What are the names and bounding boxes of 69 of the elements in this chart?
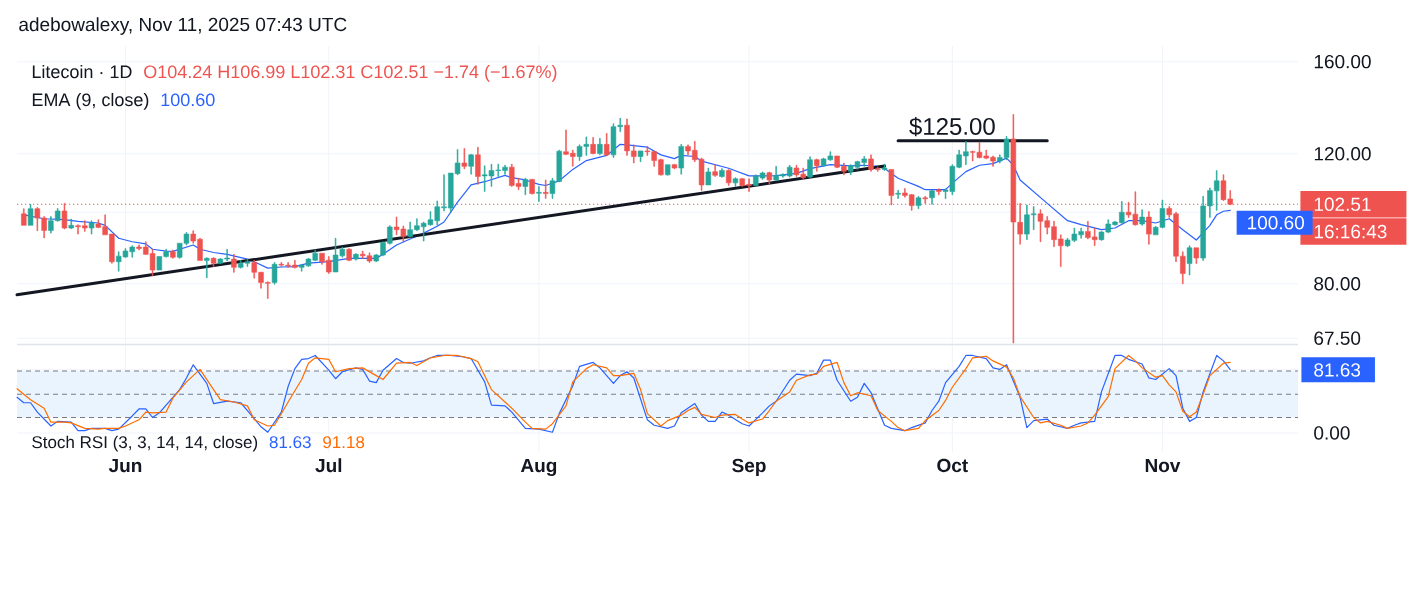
candlestick	[170, 249, 176, 259]
x-tick-label: Sep	[732, 458, 766, 476]
candlestick	[542, 179, 549, 199]
candlestick	[1146, 211, 1152, 245]
series-label: 81.63	[269, 436, 311, 449]
candlestick	[712, 164, 718, 177]
text: 16:16:43	[1314, 224, 1387, 239]
y-tick-label: 120.00	[1314, 147, 1371, 161]
candlestick	[461, 148, 468, 170]
candlestick	[766, 171, 773, 185]
candlestick	[88, 220, 95, 235]
candlestick	[807, 156, 813, 178]
candlestick	[888, 169, 895, 206]
candlestick	[664, 164, 671, 176]
text: Litecoin · 1D	[32, 64, 132, 79]
candlestick	[353, 253, 359, 261]
candlestick	[671, 163, 678, 170]
data-label: 100.60	[1248, 216, 1304, 230]
candlestick	[536, 186, 542, 202]
candlestick	[590, 137, 596, 155]
candlestick	[204, 257, 210, 279]
candlestick	[895, 189, 901, 199]
candlestick	[210, 257, 217, 267]
candlestick	[705, 167, 712, 186]
x-tick-label: Jul	[315, 458, 342, 473]
candlestick	[881, 163, 888, 171]
y-tick-label: 0.00	[1314, 426, 1350, 440]
candlestick	[346, 248, 352, 262]
candlestick	[468, 154, 474, 175]
y-tick-label: 160.00	[1314, 54, 1371, 69]
x-tick-label: Aug	[520, 458, 557, 477]
text: Stoch RSI (3, 3, 14, 14, close)	[32, 435, 258, 452]
candlestick	[922, 196, 928, 204]
candlestick	[27, 204, 34, 226]
candlestick	[603, 133, 610, 156]
candlestick	[1186, 245, 1193, 276]
candlestick	[929, 189, 935, 205]
x-tick-label: Oct	[937, 458, 968, 473]
ref-line-label: 102.51	[1314, 197, 1371, 212]
candlestick	[271, 262, 278, 285]
candlestick	[725, 169, 732, 186]
text: O104.24 H106.99 L102.31 C102.51 −1.74 (−1.67%)	[144, 64, 557, 82]
candlestick	[732, 177, 739, 187]
candlestick	[814, 158, 820, 172]
candlestick	[936, 188, 942, 196]
x-tick-label: Jun	[108, 458, 142, 473]
candlestick	[61, 203, 68, 230]
y-tick-label: 80.00	[1314, 277, 1361, 291]
text: adebowalexy, Nov 11, 2025 07:43 UTC	[19, 17, 347, 35]
candlestick	[529, 178, 535, 195]
candlestick	[522, 177, 529, 196]
candlestick	[475, 146, 481, 185]
legend-title: EMA (9, close)	[32, 92, 149, 110]
annotation: $125.00	[909, 116, 995, 137]
candlestick	[21, 208, 27, 226]
candlestick	[719, 168, 725, 178]
candlestick	[231, 254, 237, 273]
text: 100.60	[161, 93, 215, 107]
candlestick	[597, 137, 603, 156]
x-tick-label: Nov	[1145, 458, 1181, 473]
candlestick	[637, 150, 644, 162]
y-tick-label: 67.50	[1314, 331, 1361, 345]
candlestick	[678, 144, 684, 175]
y-tick-label: 81.63	[1314, 363, 1361, 377]
text: 91.18	[323, 436, 365, 449]
candlestick	[915, 196, 922, 210]
candlestick	[1193, 247, 1200, 264]
candlestick	[68, 218, 74, 229]
candlestick	[1139, 209, 1145, 226]
